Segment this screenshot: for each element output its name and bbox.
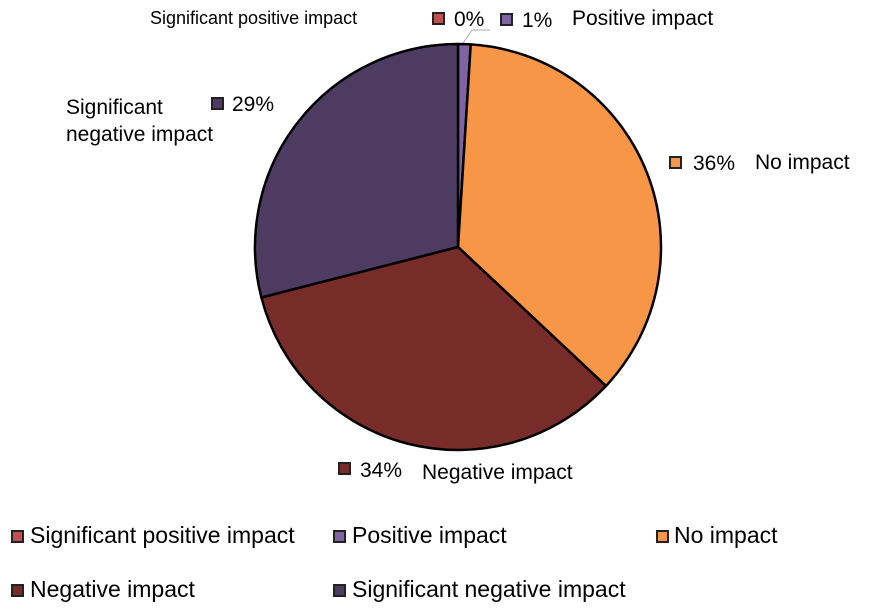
pie-slice-no-impact	[456, 43, 663, 388]
leader-line-significant-positive	[462, 29, 490, 44]
label-value-significant-negative: 29%	[232, 93, 275, 116]
legend-marker-significant-negative	[333, 584, 346, 597]
label-name-positive: Positive impact	[572, 7, 714, 30]
label-marker-negative	[338, 462, 351, 475]
legend-item-significant-negative: Significant negative impact	[352, 576, 626, 602]
label-name-significant-positive: Significant positive impact	[150, 8, 358, 28]
label-value-positive: 1%	[522, 9, 553, 32]
label-marker-significant-negative	[211, 97, 224, 110]
legend-item-no-impact: No impact	[674, 522, 778, 548]
label-marker-positive	[500, 13, 513, 26]
label-name-negative: Negative impact	[422, 461, 573, 484]
label-name-no-impact: No impact	[755, 151, 850, 174]
pie-slice-significant-negative-impact	[253, 42, 460, 299]
label-value-significant-positive: 0%	[454, 8, 485, 31]
label-marker-significant-positive	[432, 12, 445, 25]
legend-item-positive: Positive impact	[352, 522, 507, 548]
label-value-no-impact: 36%	[693, 152, 736, 175]
legend-marker-significant-positive	[11, 530, 24, 543]
label-name-significant-negative-line2: negative impact	[66, 123, 214, 146]
legend-marker-positive	[333, 530, 346, 543]
legend-item-significant-positive: Significant positive impact	[30, 522, 295, 548]
label-marker-no-impact	[669, 156, 682, 169]
legend-marker-no-impact	[656, 530, 669, 543]
pie-slice-negative-impact	[260, 245, 608, 452]
label-value-negative: 34%	[360, 459, 403, 482]
legend-item-negative: Negative impact	[30, 576, 195, 602]
label-name-significant-negative-line1: Significant	[66, 96, 163, 119]
legend-marker-negative	[11, 584, 24, 597]
